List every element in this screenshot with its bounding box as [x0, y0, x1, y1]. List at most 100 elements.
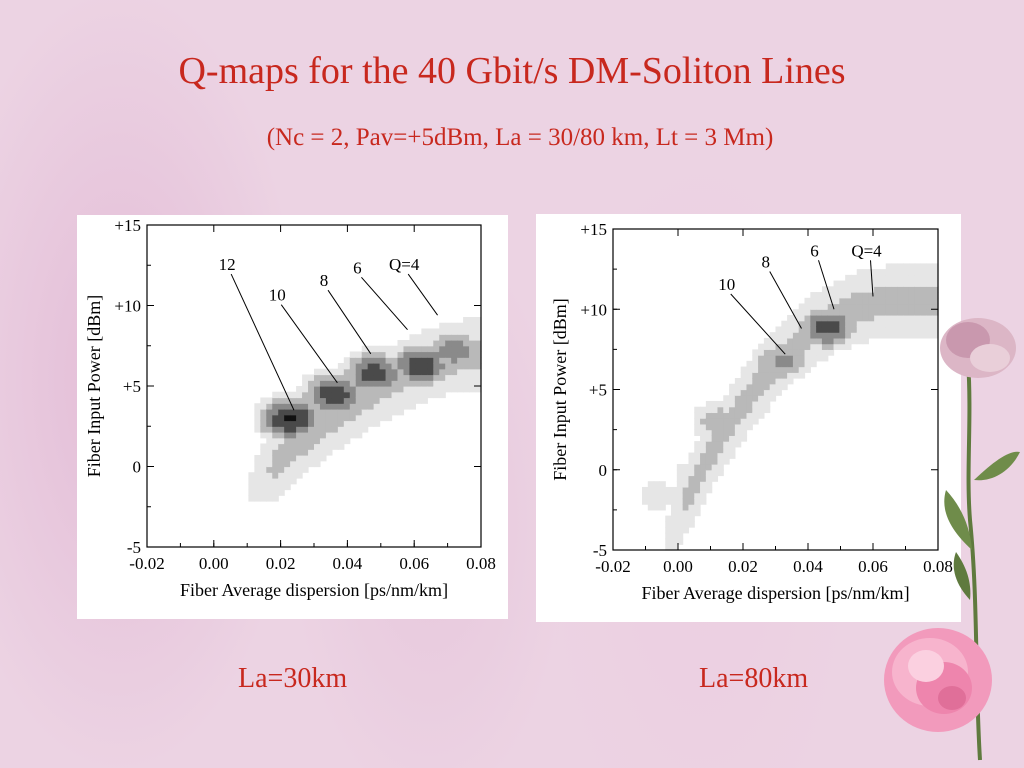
q-cell — [798, 355, 806, 362]
q-cell — [705, 464, 713, 471]
q-cell — [385, 386, 393, 393]
q-cell — [290, 403, 297, 410]
q-cell — [827, 349, 835, 356]
q-cell — [302, 374, 309, 381]
q-cell — [775, 389, 782, 396]
q-cell — [665, 538, 672, 545]
q-cell — [260, 432, 267, 439]
q-cell — [385, 380, 393, 387]
q-cell — [403, 357, 411, 364]
q-cell — [694, 418, 701, 425]
q-cell — [729, 429, 736, 436]
q-cell — [373, 380, 381, 387]
q-cell — [463, 328, 470, 335]
q-cell — [723, 418, 730, 425]
q-cell — [421, 391, 428, 399]
q-cell — [355, 397, 363, 404]
q-cell — [821, 314, 829, 322]
q-cell — [787, 314, 794, 322]
q-cell — [868, 297, 875, 305]
q-cell — [439, 357, 446, 364]
q-cell — [361, 420, 369, 427]
q-cell — [427, 368, 434, 376]
q-cell — [717, 452, 724, 459]
q-cell — [671, 521, 678, 528]
q-cell — [833, 337, 840, 345]
q-cell — [475, 368, 482, 376]
q-cell — [827, 309, 835, 316]
q-cell — [897, 303, 904, 310]
q-cell — [932, 263, 939, 270]
q-cell — [445, 363, 452, 370]
q-cell — [879, 280, 887, 287]
q-cell — [671, 527, 678, 534]
q-cell — [349, 391, 357, 399]
q-cell — [272, 409, 279, 416]
contour-leader-line — [361, 276, 408, 330]
q-cell — [457, 351, 464, 358]
q-cell — [314, 449, 321, 456]
q-cell — [885, 326, 893, 333]
q-cell — [787, 372, 794, 379]
q-cell — [758, 355, 765, 362]
q-cell — [475, 345, 482, 353]
q-cell — [439, 374, 446, 381]
q-cell — [775, 332, 782, 339]
q-cell — [397, 380, 405, 387]
q-cell — [415, 380, 422, 387]
q-cell — [682, 464, 690, 471]
q-cell — [885, 309, 893, 316]
q-cell — [272, 397, 279, 404]
q-cell — [284, 466, 291, 473]
q-cell — [403, 374, 411, 381]
q-cell — [897, 332, 904, 339]
q-cell — [816, 309, 823, 316]
q-cell — [367, 409, 375, 416]
q-cell — [682, 492, 690, 500]
q-cell — [734, 389, 742, 396]
q-cell — [914, 297, 922, 305]
contour-label: 10 — [269, 286, 286, 305]
q-cell — [308, 380, 315, 387]
q-cell — [711, 469, 719, 477]
q-cell — [682, 486, 690, 494]
q-cell — [361, 368, 369, 376]
q-cell — [302, 420, 309, 427]
q-cell — [367, 414, 375, 422]
q-cell — [769, 383, 777, 391]
q-cell — [688, 481, 695, 488]
q-cell — [879, 269, 887, 276]
q-cell — [758, 378, 765, 385]
q-cell — [821, 303, 829, 310]
q-cell — [711, 412, 719, 419]
q-cell — [700, 412, 707, 419]
x-tick-label: 0.08 — [466, 554, 496, 573]
q-cell — [920, 303, 927, 310]
q-cell — [700, 435, 707, 442]
q-cell — [717, 446, 724, 454]
q-cell — [868, 320, 875, 328]
q-cell — [868, 303, 875, 310]
q-cell — [260, 489, 267, 496]
q-cell — [920, 274, 927, 282]
q-cell — [325, 380, 333, 387]
q-cell — [475, 322, 482, 330]
q-cell — [694, 492, 701, 500]
q-cell — [752, 366, 759, 373]
q-cell — [254, 409, 261, 416]
q-cell — [885, 263, 893, 270]
q-cell — [700, 458, 707, 465]
q-cell — [439, 391, 446, 399]
q-cell — [463, 334, 470, 341]
q-cell — [804, 326, 811, 333]
contour-label: Q=4 — [389, 255, 420, 274]
q-cell — [862, 274, 869, 282]
q-cell — [659, 481, 666, 488]
q-cell — [355, 426, 363, 433]
q-cell — [798, 326, 806, 333]
q-cell — [908, 309, 916, 316]
q-cell — [349, 426, 357, 433]
q-cell — [821, 286, 829, 293]
q-cell — [717, 441, 724, 448]
q-cell — [787, 343, 794, 350]
